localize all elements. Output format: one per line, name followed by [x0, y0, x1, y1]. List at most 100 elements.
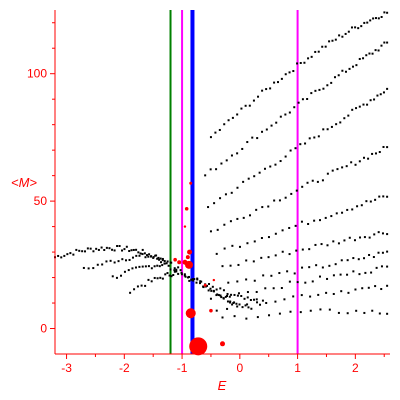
data-point: [170, 261, 173, 264]
data-point: [158, 265, 161, 268]
data-point: [215, 288, 218, 291]
data-point: [132, 248, 135, 251]
data-point: [386, 11, 389, 14]
data-point: [246, 242, 249, 245]
data-point: [209, 287, 212, 290]
data-point: [348, 67, 351, 70]
data-point: [238, 303, 241, 306]
data-point: [332, 240, 335, 243]
data-point: [172, 273, 175, 276]
data-point: [192, 279, 195, 282]
data-point: [226, 300, 229, 303]
data-point: [260, 256, 263, 259]
data-point: [377, 251, 380, 254]
data-point: [299, 311, 302, 314]
data-point: [289, 310, 292, 313]
data-point: [378, 195, 381, 198]
data-point: [232, 302, 235, 305]
data-point: [326, 84, 329, 87]
data-point: [386, 146, 389, 149]
x-tick-label: -3: [61, 361, 72, 375]
data-point: [168, 274, 171, 277]
data-point: [328, 40, 331, 43]
data-point: [204, 174, 207, 177]
y-tick-label: 100: [27, 67, 47, 81]
data-point: [214, 131, 217, 134]
data-point: [238, 245, 241, 248]
data-point: [324, 45, 327, 48]
data-point: [319, 308, 322, 311]
data-point: [366, 103, 369, 106]
data-point: [89, 247, 92, 250]
data-point: [207, 206, 210, 209]
data-point: [363, 311, 366, 314]
data-point: [344, 32, 347, 35]
data-point: [336, 168, 339, 171]
data-point: [57, 254, 60, 257]
data-point: [251, 136, 254, 139]
data-point: [354, 26, 357, 29]
data-point: [216, 293, 219, 296]
data-point: [69, 252, 72, 255]
data-point: [380, 288, 383, 291]
data-point: [209, 136, 212, 139]
data-point: [137, 251, 140, 254]
data-point: [283, 298, 286, 301]
data-point: [170, 275, 173, 278]
data-point: [352, 270, 355, 273]
data-point: [147, 278, 150, 281]
data-point: [216, 228, 219, 231]
data-point: [267, 205, 270, 208]
data-point: [369, 19, 372, 22]
data-point: [247, 177, 250, 180]
data-point: [293, 272, 296, 275]
data-point: [219, 287, 222, 290]
data-point: [224, 295, 227, 298]
data-point: [252, 298, 255, 301]
data-point: [223, 247, 226, 250]
data-point: [246, 303, 249, 306]
data-point: [281, 229, 284, 232]
data-point: [101, 263, 104, 266]
data-point: [292, 70, 295, 73]
data-point: [373, 98, 376, 101]
data-point: [362, 103, 365, 106]
data-point: [317, 293, 320, 296]
data-point: [256, 301, 259, 304]
data-point: [355, 107, 358, 110]
data-point: [284, 155, 287, 158]
data-point: [245, 259, 248, 262]
data-point: [155, 254, 158, 257]
data-point: [325, 291, 328, 294]
data-point: [211, 285, 214, 288]
data-point: [354, 163, 357, 166]
data-point: [209, 297, 212, 300]
data-point: [386, 284, 389, 287]
data-point: [358, 273, 361, 276]
data-point: [78, 249, 81, 252]
data-point: [346, 273, 349, 276]
data-point: [253, 240, 256, 243]
red-marker: [173, 257, 177, 262]
data-point: [242, 216, 245, 219]
data-point: [131, 256, 134, 259]
data-point: [241, 306, 244, 309]
data-point: [357, 258, 360, 261]
data-point: [231, 244, 234, 247]
data-point: [125, 245, 128, 248]
data-point: [268, 314, 271, 317]
data-point: [258, 171, 261, 174]
data-point: [303, 61, 306, 64]
data-point: [175, 268, 178, 271]
data-point: [371, 152, 374, 155]
data-point: [138, 254, 141, 257]
data-point: [215, 309, 218, 312]
data-point: [188, 279, 191, 282]
data-point: [200, 280, 203, 283]
data-point: [145, 254, 148, 257]
data-point: [236, 186, 239, 189]
data-point: [350, 26, 353, 29]
data-point: [66, 253, 69, 256]
data-point: [346, 312, 349, 315]
